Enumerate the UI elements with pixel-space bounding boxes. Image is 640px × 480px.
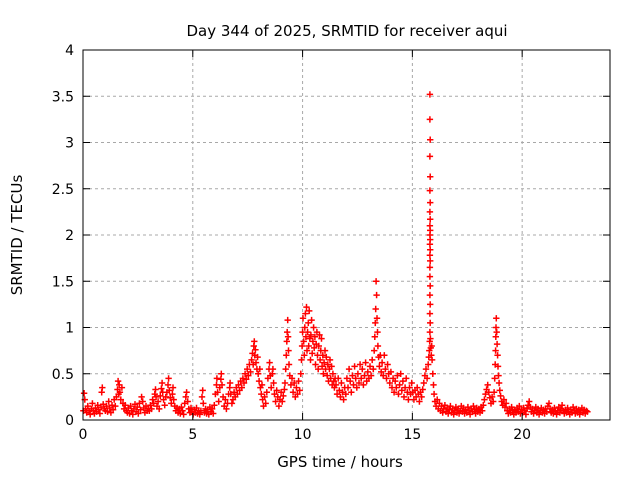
- grid-lines: [83, 50, 610, 420]
- y-tick-label: 0.5: [52, 367, 74, 383]
- y-axis-label: SRMTID / TECUs: [8, 175, 26, 296]
- plot-border-and-ticks: [82, 49, 611, 421]
- chart-title: Day 344 of 2025, SRMTID for receiver aqu…: [186, 22, 507, 40]
- grid-path: [83, 50, 610, 420]
- y-tick-label: 2: [65, 228, 74, 244]
- x-tick-label: 5: [188, 427, 197, 443]
- y-tick-label: 1: [65, 321, 74, 337]
- y-tick-label: 0: [65, 413, 74, 429]
- plot-border: [82, 49, 611, 421]
- y-tick-label: 3: [65, 136, 74, 152]
- x-tick-label: 10: [294, 427, 312, 443]
- x-tick-label: 15: [403, 427, 421, 443]
- x-tick-label: 0: [79, 427, 88, 443]
- x-axis-label: GPS time / hours: [277, 453, 403, 471]
- y-tick-label: 3.5: [52, 89, 74, 105]
- x-tick-label: 20: [513, 427, 531, 443]
- y-tick-label: 4: [65, 43, 74, 59]
- y-tick-label: 1.5: [52, 274, 74, 290]
- tick-labels: 0 5 10 15 20 0 0.5 1 1.5 2 2.5 3 3.5 4: [52, 43, 531, 443]
- y-tick-label: 2.5: [52, 182, 74, 198]
